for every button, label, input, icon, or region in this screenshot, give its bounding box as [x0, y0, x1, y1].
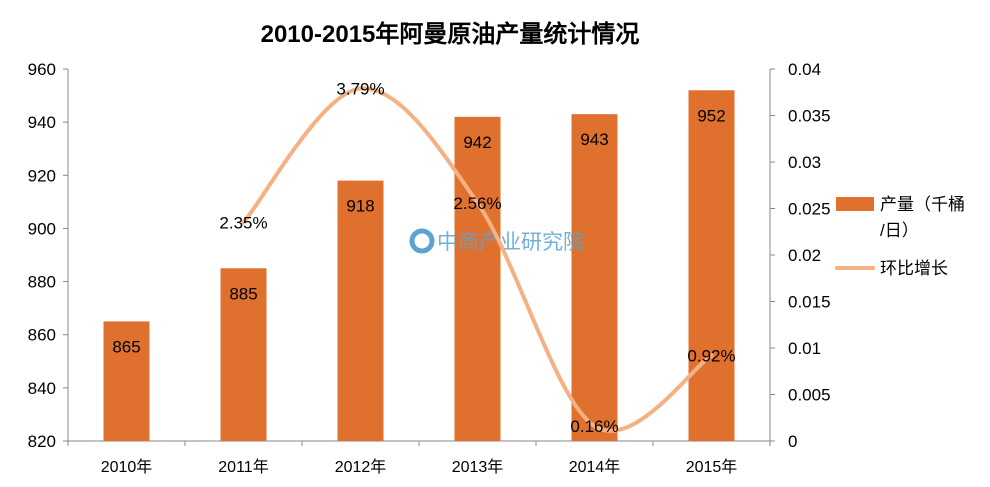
watermark-logo: 中商产业研究院 [409, 228, 584, 254]
x-axis-tick-label: 2015年 [686, 458, 738, 476]
legend-line-label: 环比增长 [880, 259, 948, 278]
right-axis-tick-label: 0.03 [788, 153, 821, 172]
bar [571, 114, 618, 442]
left-axis-tick-label: 880 [28, 273, 56, 292]
growth-line [241, 86, 714, 433]
line-data-label: 3.79% [336, 80, 384, 99]
legend-bar-label: /日） [880, 221, 919, 240]
line-data-label: 2.35% [219, 213, 267, 232]
x-axis-tick-label: 2014年 [569, 458, 621, 476]
x-axis-tick-label: 2011年 [218, 458, 268, 476]
x-axis-tick-label: 2010年 [101, 458, 153, 476]
left-axis-tick-label: 920 [28, 166, 56, 185]
left-axis-tick-label: 860 [28, 326, 56, 345]
left-axis-tick-label: 820 [28, 432, 56, 451]
line-data-label: 0.16% [570, 417, 618, 436]
line-data-label: 0.92% [687, 346, 735, 365]
bar-data-label: 943 [580, 130, 608, 149]
right-axis-tick-label: 0.025 [788, 200, 831, 219]
bar [454, 116, 501, 441]
bar [220, 268, 267, 441]
legend-bar-label: 产量（千桶 [880, 195, 965, 214]
bar [688, 90, 735, 441]
watermark-text: 中商产业研究院 [437, 231, 584, 254]
bar [103, 321, 150, 441]
right-axis-tick-label: 0.02 [788, 246, 821, 265]
bar-data-label: 952 [697, 106, 725, 125]
bar [337, 180, 384, 441]
right-axis-tick-label: 0.015 [788, 293, 831, 312]
right-axis-tick-label: 0.035 [788, 107, 831, 126]
left-axis-tick-label: 940 [28, 113, 56, 132]
right-axis-tick-label: 0.005 [788, 386, 831, 405]
left-axis-tick-label: 840 [28, 379, 56, 398]
bar-data-label: 865 [112, 337, 140, 356]
bar-data-label: 885 [229, 284, 257, 303]
chart-title: 2010-2015年阿曼原油产量统计情况 [261, 20, 640, 48]
bar-data-label: 942 [463, 133, 491, 152]
left-axis-tick-label: 900 [28, 219, 56, 238]
x-axis-tick-label: 2013年 [452, 458, 504, 476]
line-data-label: 2.56% [453, 194, 501, 213]
x-axis-tick-label: 2012年 [335, 458, 387, 476]
left-axis-tick-label: 960 [28, 60, 56, 79]
right-axis-tick-label: 0.01 [788, 339, 821, 358]
bar-data-label: 918 [346, 197, 374, 216]
right-axis-tick-label: 0.04 [788, 60, 821, 79]
legend-bar-swatch [836, 197, 874, 211]
right-axis-tick-label: 0 [788, 432, 797, 451]
